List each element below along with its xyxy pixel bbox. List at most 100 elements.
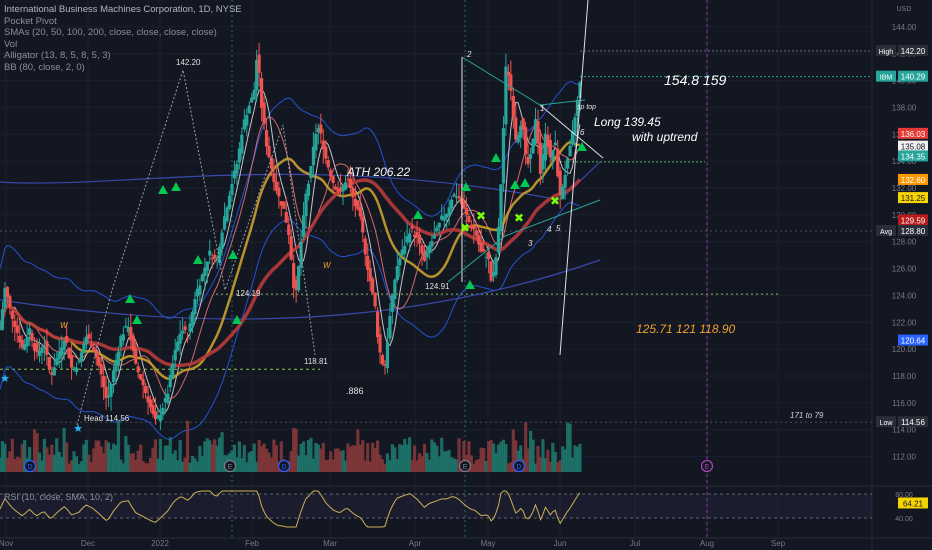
volume-bar [32,429,37,472]
price-value-tag [898,224,928,236]
targets-low-annotation: 125.71 121 118.90 [636,322,736,336]
candle-body [259,78,264,108]
volume-bar [378,454,382,472]
volume-bar [528,430,533,472]
volume-bar [188,462,192,472]
candle-body [324,146,328,159]
volume-bar [563,449,567,472]
candle-body [153,411,158,420]
pocket-pivot-marker [125,294,135,303]
candle-body [425,251,429,258]
volume-bar [289,451,293,472]
x-tick-label: Dec [81,539,95,548]
price-value-text: 136.03 [901,130,926,139]
volume-bar [79,461,84,472]
price-value-text: 131.25 [901,194,926,203]
volume-bar [13,459,17,472]
volume-bar [494,452,498,472]
candle-body [472,226,476,230]
volume-bar [121,463,125,472]
candle-body [37,350,42,356]
candle-body [410,226,414,229]
candle-body [124,325,128,328]
candle-body [334,186,338,190]
candle-body [427,245,432,253]
candle-body [464,207,469,215]
volume-bar [52,454,56,472]
volume-bar [111,443,116,472]
event-marker [277,459,291,473]
volume-bar [190,455,195,472]
candle-body [15,325,19,333]
candle-body [55,358,59,366]
candle-body [477,235,481,245]
event-marker [512,459,526,473]
candle-body [361,216,365,233]
pocket-pivot-marker [232,315,242,324]
candle-body [30,332,34,341]
candle-body [575,99,580,116]
candle-body [383,363,387,366]
candle-body [450,199,454,209]
candle-body [326,159,330,168]
candle-body [250,97,254,103]
candle-body [467,215,471,222]
cross-signal-marker: ✖ [550,194,560,208]
candle-body [343,182,348,190]
volume-bar [89,462,93,472]
volume-bar [366,443,370,472]
candle-body [420,245,424,254]
volume-bar [479,447,483,472]
volume-bar [10,438,14,472]
candle-body [200,274,204,282]
candle-body [482,249,486,252]
volume-bar [353,445,357,472]
trendline-drawing [447,199,601,283]
pocket-pivot-marker [228,250,238,259]
volume-bar [28,447,32,472]
volume-bar [255,461,259,472]
pocket-pivot-marker [132,315,142,324]
price-value-tag [898,140,928,152]
candle-body [60,347,64,356]
volume-bar [198,445,202,472]
price-value-text: 132.60 [901,176,926,185]
label-142-20: 142.20 [176,58,201,67]
volume-bar [166,445,170,472]
candle-body [353,198,357,207]
volume-bar [161,459,165,472]
volume-bar [269,457,274,472]
y-tick-label: 128.00 [892,238,917,247]
volume-bar [447,449,451,472]
volume-bar [435,445,439,472]
volume-bar [442,451,446,472]
x-tick-label: Sep [771,539,786,548]
volume-bar [47,454,51,472]
candle-body [210,258,214,260]
volume-bar [272,439,276,472]
volume-bar [247,452,251,472]
candle-body [499,184,503,232]
trendline-drawing [539,104,604,159]
candle-body [516,135,520,143]
volume-bar [250,451,254,472]
y-tick-label: 122.00 [892,318,917,327]
candle-body [459,198,464,204]
candle-body [437,222,441,228]
price-value-tag [898,127,928,139]
price-label-tag [876,70,896,82]
candle-body [509,74,513,91]
price-value-text: 120.64 [901,337,926,346]
volume-bar [62,427,66,472]
volume-bar [235,457,239,472]
volume-bar [425,453,429,472]
volume-bar [158,438,163,472]
rsi-band [0,494,872,518]
candle-body [47,356,51,369]
candle-body [121,334,125,341]
price-value-text: 134.35 [901,152,926,161]
candle-body [50,372,54,375]
volume-bar [67,463,71,472]
candle-body [151,405,155,414]
